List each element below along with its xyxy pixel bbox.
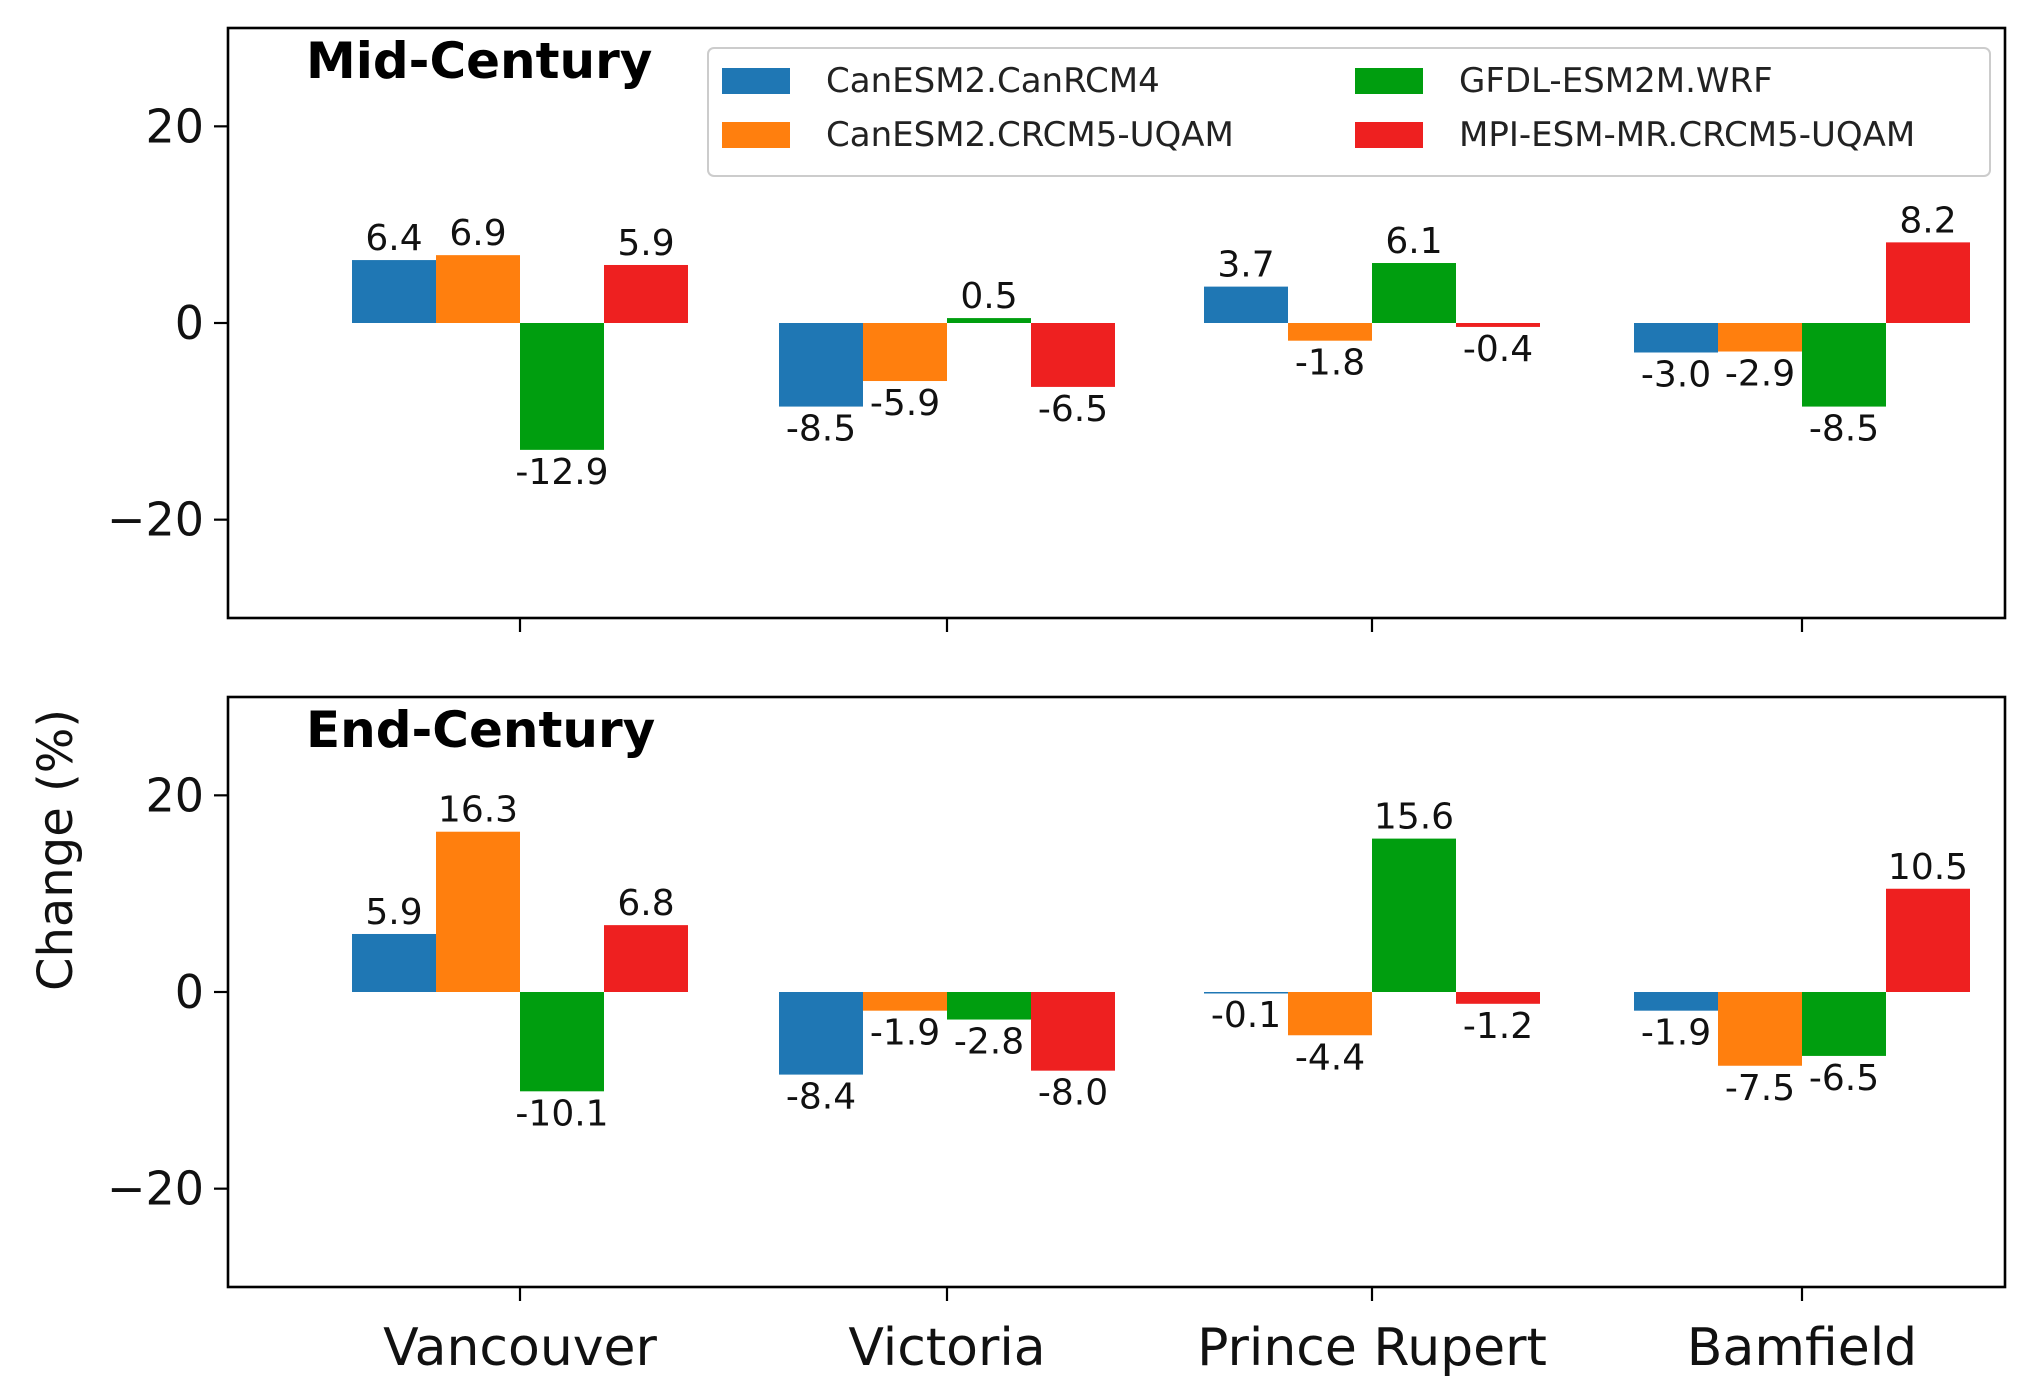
bar-0-3-3 [1886,242,1970,323]
bar-1-3-2 [1456,992,1540,1004]
value-label-1-3-2: -1.2 [1463,1006,1533,1047]
legend-swatch-2 [1355,68,1423,94]
legend-label-3: MPI-ESM-MR.CRCM5-UQAM [1459,115,1915,155]
value-label-0-1-0: 6.9 [449,213,506,254]
bar-1-1-0 [436,831,520,992]
bar-1-3-1 [1031,992,1115,1071]
value-label-1-2-2: 15.6 [1374,797,1454,838]
bar-0-2-3 [1802,323,1886,407]
bar-0-0-2 [1204,286,1288,323]
bar-0-2-0 [520,323,604,450]
bar-0-2-1 [947,318,1031,323]
value-label-0-3-2: -0.4 [1463,329,1533,370]
value-label-1-2-3: -6.5 [1809,1058,1879,1099]
value-label-1-3-0: 6.8 [617,883,674,924]
value-label-1-1-1: -1.9 [870,1013,940,1054]
value-label-0-1-2: -1.8 [1295,343,1365,384]
bar-1-1-3 [1718,992,1802,1066]
bar-0-0-3 [1634,323,1718,353]
bar-1-2-2 [1372,838,1456,992]
bar-0-0-1 [779,323,863,407]
y-axis-label: Change (%) [28,709,84,991]
value-label-0-0-3: -3.0 [1641,355,1711,396]
bar-1-3-0 [604,925,688,992]
legend-swatch-0 [722,68,790,94]
x-tick-label-0: Vancouver [383,1318,657,1378]
value-label-1-3-1: -8.0 [1038,1073,1108,1114]
value-label-1-0-0: 5.9 [365,892,422,933]
value-label-0-0-1: -8.5 [786,409,856,450]
bar-0-3-1 [1031,323,1115,387]
value-label-1-1-3: -7.5 [1725,1068,1795,1109]
bar-1-2-3 [1802,992,1886,1056]
bar-1-2-1 [947,992,1031,1020]
value-label-0-2-3: -8.5 [1809,409,1879,450]
value-label-0-2-1: 0.5 [960,276,1017,317]
value-label-1-3-3: 10.5 [1888,847,1968,888]
value-label-0-3-3: 8.2 [1899,200,1956,241]
bar-0-1-2 [1288,323,1372,341]
value-label-0-1-1: -5.9 [870,383,940,424]
bar-0-1-0 [436,255,520,323]
bar-0-3-2 [1456,323,1540,327]
legend-label-2: GFDL-ESM2M.WRF [1459,61,1773,101]
value-label-0-3-0: 5.9 [617,223,674,264]
bar-1-1-1 [863,992,947,1011]
bar-1-3-3 [1886,888,1970,992]
legend-label-1: CanESM2.CRCM5-UQAM [826,115,1234,155]
legend-swatch-1 [722,122,790,148]
value-label-1-1-2: -4.4 [1295,1037,1365,1078]
y-tick-label-0-2: 20 [145,99,204,153]
legend-box [707,47,1991,177]
value-label-1-0-3: -1.9 [1641,1013,1711,1054]
bar-1-0-0 [352,933,436,992]
value-label-1-0-1: -8.4 [786,1077,856,1118]
bar-0-1-1 [863,323,947,382]
legend-swatch-3 [1355,122,1423,148]
value-label-0-0-2: 3.7 [1217,245,1274,286]
value-label-1-0-2: -0.1 [1211,995,1281,1036]
value-label-0-3-1: -6.5 [1038,389,1108,430]
legend-label-0: CanESM2.CanRCM4 [826,61,1160,101]
x-tick-label-1: Victoria [848,1318,1045,1378]
bar-1-1-2 [1288,992,1372,1036]
panel-title-1: End-Century [306,701,655,759]
bar-1-0-2 [1204,992,1288,994]
value-label-0-0-0: 6.4 [365,218,422,259]
value-label-1-2-1: -2.8 [954,1022,1024,1063]
value-label-0-2-0: -12.9 [515,452,608,493]
value-label-0-2-2: 6.1 [1385,221,1442,262]
bar-1-2-0 [520,992,604,1092]
bar-0-0-0 [352,260,436,323]
x-tick-label-2: Prince Rupert [1197,1318,1547,1378]
y-tick-label-1-0: −20 [107,1162,204,1216]
panel-title-0: Mid-Century [306,32,652,90]
bar-0-3-0 [604,264,688,323]
y-tick-label-1-1: 0 [175,965,204,1019]
bar-0-1-3 [1718,323,1802,352]
bar-1-0-1 [779,992,863,1075]
y-tick-label-1-2: 20 [145,768,204,822]
value-label-0-1-3: -2.9 [1725,354,1795,395]
bar-0-2-2 [1372,263,1456,323]
bar-1-0-3 [1634,992,1718,1011]
x-tick-label-3: Bamfield [1687,1318,1917,1378]
value-label-1-2-0: -10.1 [515,1093,608,1134]
value-label-1-1-0: 16.3 [438,790,518,831]
y-tick-label-0-0: −20 [107,493,204,547]
y-tick-label-0-1: 0 [175,296,204,350]
